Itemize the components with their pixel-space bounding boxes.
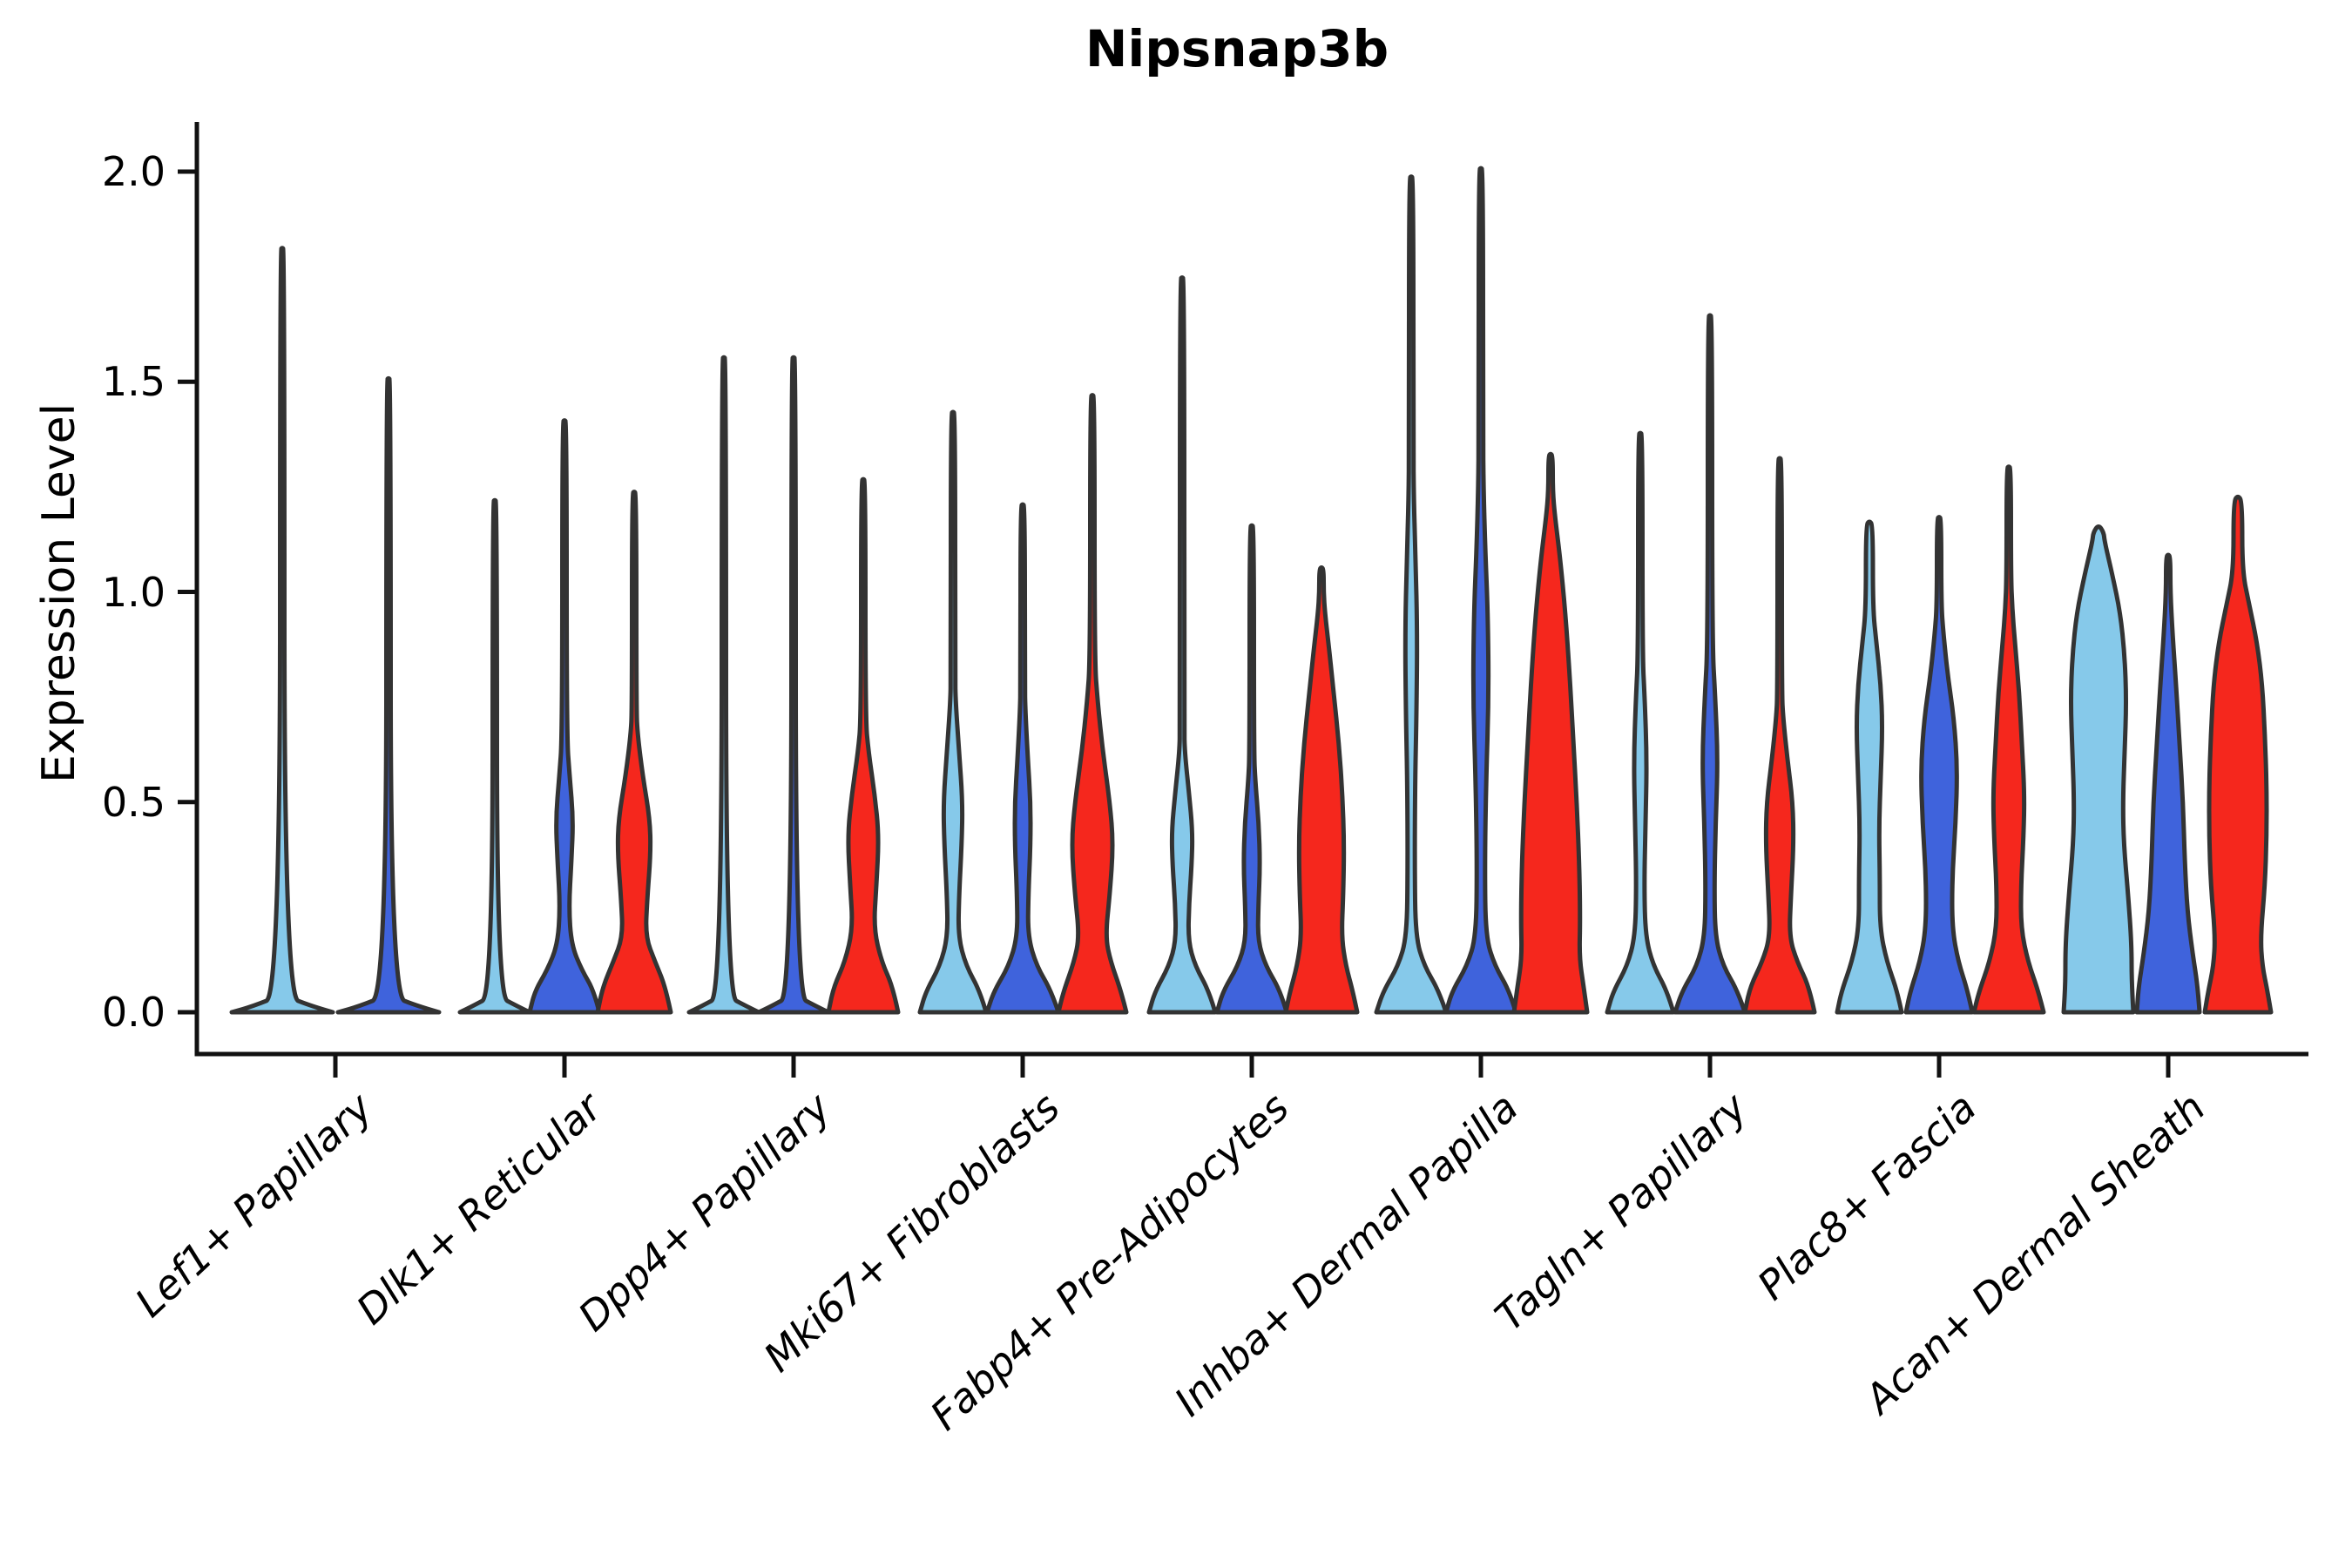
violin-acan-red — [2202, 494, 2274, 1015]
violin-plac8-red — [1971, 464, 2046, 1015]
violin-inhba-sky-blue — [1374, 174, 1449, 1015]
violin-dpp4-sky-blue — [686, 355, 761, 1015]
violin-mki67-red — [1056, 393, 1129, 1015]
violin-tagln-sky-blue — [1605, 430, 1676, 1015]
y-tick-label: 0.5 — [101, 778, 166, 826]
violin-dlk1-sky-blue — [457, 497, 532, 1015]
violin-acan-royal-blue — [2134, 552, 2202, 1015]
y-tick-label: 2.0 — [101, 148, 166, 195]
chart-title: Nipsnap3b — [1085, 19, 1389, 78]
violin-plac8-sky-blue — [1835, 519, 1904, 1015]
violin-acan-sky-blue — [2061, 524, 2136, 1015]
violin-dpp4-royal-blue — [756, 355, 831, 1015]
violin-dpp4-red — [826, 476, 901, 1015]
violin-tagln-red — [1742, 456, 1817, 1015]
violin-mki67-royal-blue — [984, 502, 1061, 1015]
violin-fabp4-sky-blue — [1146, 275, 1218, 1015]
violin-fabp4-royal-blue — [1214, 523, 1289, 1015]
violin-inhba-red — [1511, 451, 1590, 1015]
violin-mki67-sky-blue — [917, 409, 989, 1015]
violin-dlk1-royal-blue — [527, 418, 602, 1015]
y-tick-label: 0.0 — [101, 989, 166, 1036]
violin-lef1-royal-blue — [335, 375, 442, 1015]
violin-tagln-royal-blue — [1673, 313, 1747, 1015]
violin-plac8-royal-blue — [1903, 515, 1975, 1015]
violin-fabp4-red — [1283, 565, 1360, 1015]
violin-inhba-royal-blue — [1443, 166, 1518, 1015]
violin-lef1-sky-blue — [229, 246, 335, 1015]
violin-dlk1-red — [595, 490, 673, 1015]
y-tick-label: 1.5 — [101, 358, 166, 406]
y-tick-label: 1.0 — [101, 568, 166, 616]
